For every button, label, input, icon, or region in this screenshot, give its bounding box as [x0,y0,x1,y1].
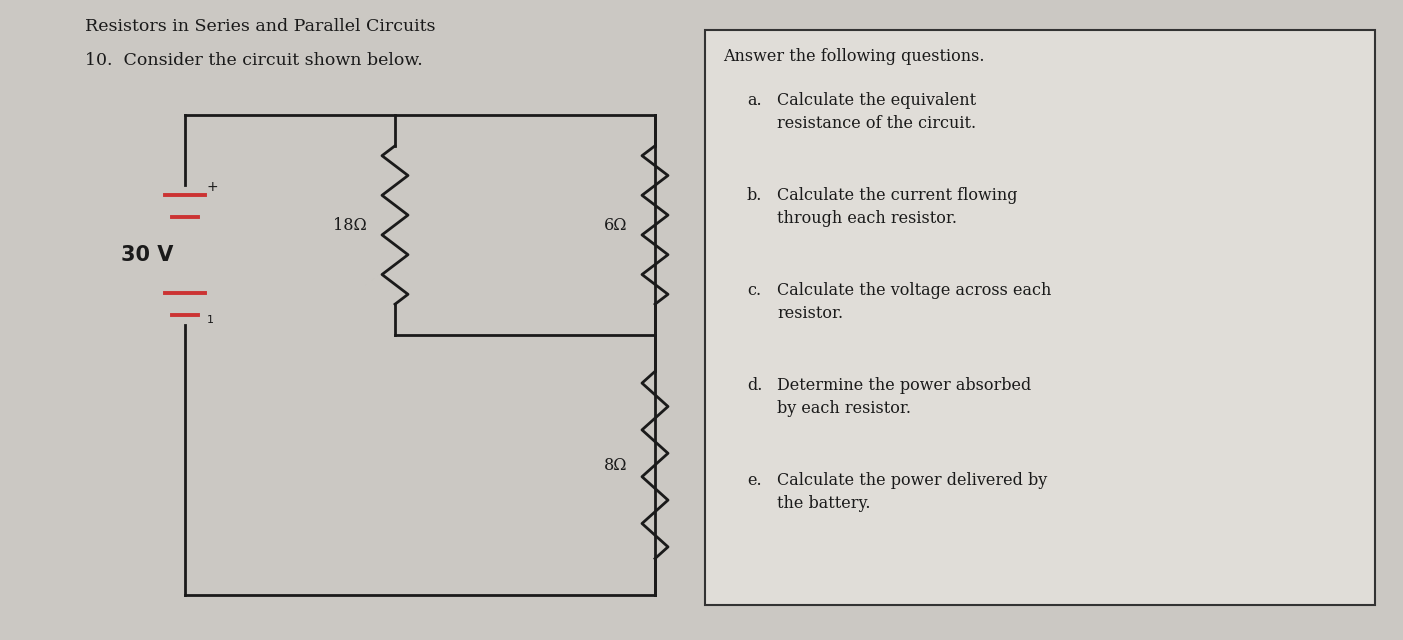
FancyBboxPatch shape [704,30,1375,605]
Text: 30 V: 30 V [121,245,173,265]
Text: 6Ω: 6Ω [603,216,627,234]
Text: +: + [208,180,219,194]
Text: b.: b. [746,187,762,204]
Text: d.: d. [746,377,762,394]
Text: 1: 1 [208,315,215,325]
Text: Calculate the voltage across each
resistor.: Calculate the voltage across each resist… [777,282,1051,322]
Text: Calculate the equivalent
resistance of the circuit.: Calculate the equivalent resistance of t… [777,92,976,132]
Text: 18Ω: 18Ω [334,216,368,234]
Text: Calculate the current flowing
through each resistor.: Calculate the current flowing through ea… [777,187,1017,227]
Text: a.: a. [746,92,762,109]
Text: 10.  Consider the circuit shown below.: 10. Consider the circuit shown below. [86,52,422,69]
Text: 8Ω: 8Ω [603,456,627,474]
Text: e.: e. [746,472,762,489]
Text: Determine the power absorbed
by each resistor.: Determine the power absorbed by each res… [777,377,1031,417]
Text: c.: c. [746,282,760,299]
Text: Resistors in Series and Parallel Circuits: Resistors in Series and Parallel Circuit… [86,18,435,35]
Text: Answer the following questions.: Answer the following questions. [723,48,985,65]
Text: Calculate the power delivered by
the battery.: Calculate the power delivered by the bat… [777,472,1047,512]
